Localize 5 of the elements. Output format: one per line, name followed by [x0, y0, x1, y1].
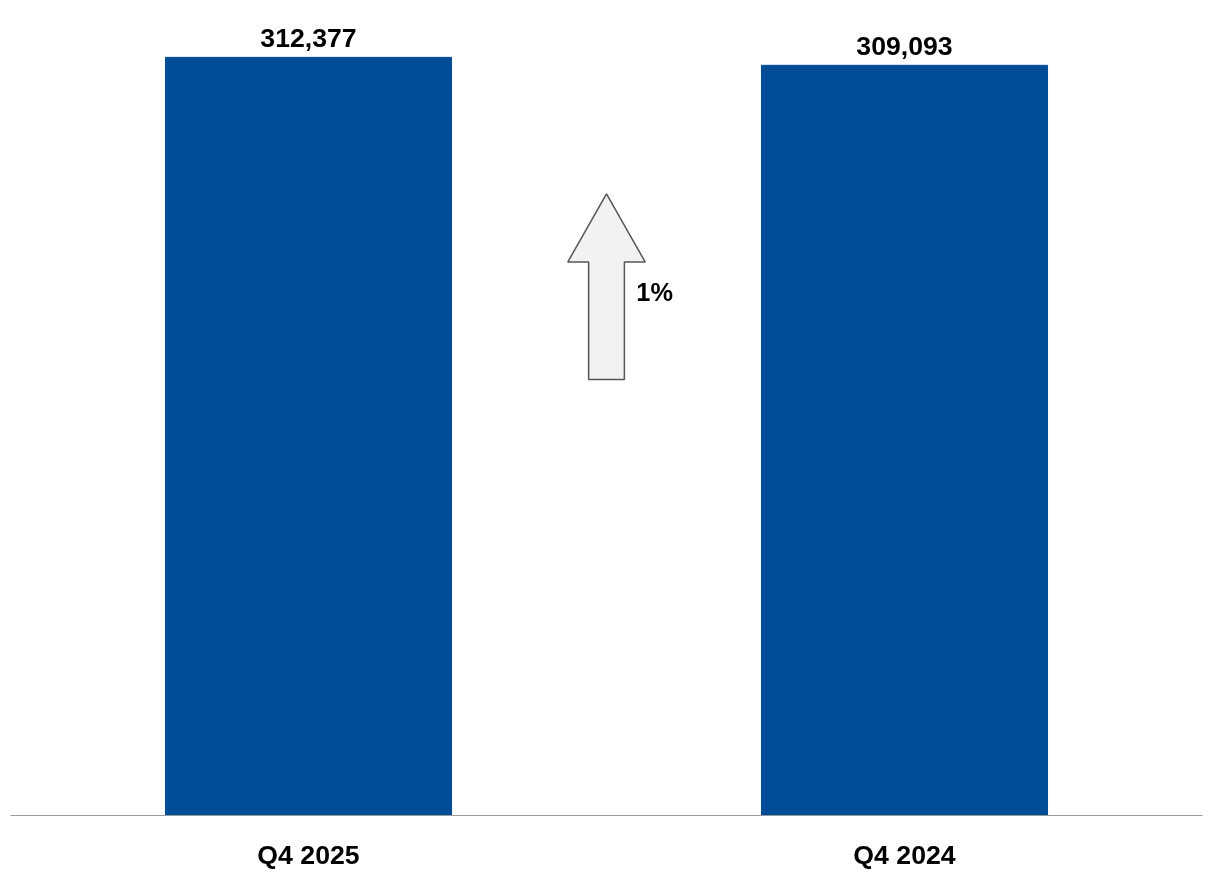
data-label: 309,093: [856, 31, 953, 62]
annotation: 1%: [636, 278, 673, 307]
x-tick-label: Q4 2024: [853, 839, 956, 870]
x-tick-label: Q4 2025: [257, 839, 360, 870]
data-label: 312,377: [260, 23, 357, 54]
